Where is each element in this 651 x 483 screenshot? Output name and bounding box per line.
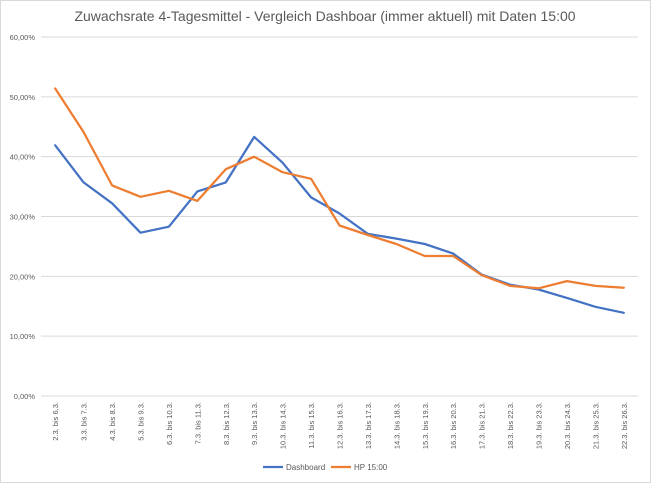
x-tick-label: 6.3. bis 10.3. (165, 402, 174, 445)
x-axis-ticks: 2.3. bis 6.3. 3.3. bis 7.3. 4.3. bis 8.3. 5… (51, 402, 629, 449)
series-line-hp-15-00 (54, 87, 625, 290)
y-tick-label: 20,00% (10, 272, 36, 281)
x-tick-label: 9.3. bis 13.3. (250, 402, 259, 445)
x-tick-label: 3.3. bis 7.3. (80, 402, 89, 441)
y-tick-label: 30,00% (10, 213, 36, 222)
x-tick-label: 7.3. bis 11.3. (193, 402, 202, 444)
x-tick-label: 22.3. bis 26.3. (620, 402, 629, 449)
x-tick-label: 12.3. bis 16.3. (336, 402, 345, 449)
x-tick-label: 10.3. bis 14.3. (279, 402, 288, 449)
x-tick-label: 5.3. bis 9.3. (137, 402, 146, 441)
legend-label: HP 15:00 (354, 463, 388, 472)
series-lines (54, 87, 625, 314)
x-tick-label: 8.3. bis 12.3. (222, 402, 231, 445)
x-tick-label: 4.3. bis 8.3. (108, 402, 117, 441)
x-tick-label: 18.3. bis 22.3. (506, 402, 515, 449)
x-tick-label: 14.3. bis 18.3. (392, 402, 401, 449)
y-tick-label: 50,00% (10, 93, 36, 102)
chart-title: Zuwachsrate 4-Tagesmittel - Vergleich Da… (74, 8, 575, 24)
x-tick-label: 15.3. bis 19.3. (421, 402, 430, 449)
legend: Dashboard HP 15:00 (263, 463, 388, 472)
y-tick-label: 60,00% (10, 33, 36, 42)
x-tick-label: 19.3. bis 23.3. (535, 402, 544, 449)
gridlines (41, 36, 638, 397)
x-tick-label: 17.3. bis 21.3. (478, 402, 487, 449)
x-tick-label: 20.3. bis 24.3. (563, 402, 572, 449)
y-tick-label: 40,00% (10, 153, 36, 162)
y-tick-label: 0,00% (14, 392, 36, 401)
y-axis-ticks: 0,00% 10,00% 20,00% 30,00% 40,00% 50,00% 60,00… (10, 33, 36, 401)
x-tick-label: 21.3. bis 25.3. (591, 402, 600, 449)
x-tick-label: 16.3. bis 20.3. (449, 402, 458, 449)
y-tick-label: 10,00% (10, 332, 36, 341)
legend-label: Dashboard (286, 463, 325, 472)
x-tick-label: 13.3. bis 17.3. (364, 402, 373, 449)
x-tick-label: 11.3. bis 15.3. (307, 402, 316, 449)
x-tick-label: 2.3. bis 6.3. (51, 402, 60, 441)
